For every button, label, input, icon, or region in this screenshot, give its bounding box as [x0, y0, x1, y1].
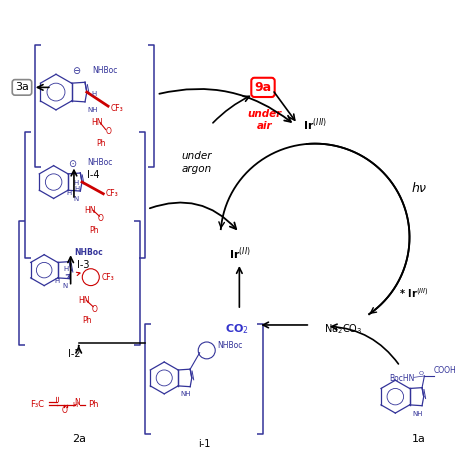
Text: NH: NH — [412, 411, 423, 417]
Text: O: O — [98, 214, 103, 223]
Text: 9a: 9a — [255, 81, 272, 94]
Text: H: H — [66, 190, 71, 196]
Text: $h\nu$: $h\nu$ — [410, 181, 427, 195]
Text: under
argon: under argon — [182, 151, 212, 174]
Text: HN: HN — [91, 118, 103, 127]
Text: CF₃: CF₃ — [106, 189, 118, 198]
Text: ⊖: ⊖ — [72, 66, 80, 77]
Text: I-3: I-3 — [77, 260, 90, 270]
Text: NH: NH — [87, 107, 98, 112]
Text: Ir$^{(III)}$: Ir$^{(III)}$ — [303, 117, 327, 133]
Text: N: N — [62, 283, 67, 290]
Text: Ph: Ph — [82, 316, 91, 325]
Text: HN: HN — [84, 206, 96, 215]
Text: I-2: I-2 — [68, 350, 80, 360]
Text: H: H — [64, 266, 69, 272]
Text: 2a: 2a — [72, 434, 86, 444]
Text: I-4: I-4 — [87, 170, 99, 180]
Text: * Ir$^{(III)}$: * Ir$^{(III)}$ — [400, 287, 429, 300]
Text: O: O — [419, 371, 423, 376]
Text: Na$_2$CO$_3$: Na$_2$CO$_3$ — [324, 322, 363, 336]
Text: NHBoc: NHBoc — [74, 248, 103, 257]
Text: BocHN: BocHN — [390, 374, 415, 383]
Text: i-1: i-1 — [198, 439, 210, 448]
Text: H: H — [72, 402, 78, 407]
Text: Ph: Ph — [88, 400, 99, 409]
Text: O: O — [91, 305, 97, 313]
Text: Ph: Ph — [89, 226, 99, 235]
Text: H: H — [73, 180, 78, 187]
Text: HN: HN — [78, 296, 90, 305]
Text: O: O — [62, 406, 67, 415]
Text: F₃C: F₃C — [30, 400, 45, 409]
Text: COOH: COOH — [434, 366, 456, 375]
Text: CO$_2$: CO$_2$ — [225, 322, 249, 336]
Text: CF₃: CF₃ — [110, 104, 123, 113]
Text: NHBoc: NHBoc — [87, 158, 113, 167]
Text: NH: NH — [180, 392, 191, 397]
Text: NHBoc: NHBoc — [92, 66, 118, 75]
Text: H: H — [74, 186, 80, 192]
Text: Ph: Ph — [96, 139, 106, 148]
Text: N: N — [74, 398, 80, 407]
Text: H: H — [54, 278, 59, 284]
Text: O: O — [106, 127, 111, 136]
Text: N: N — [73, 196, 78, 202]
Text: Ir$^{(II)}$: Ir$^{(II)}$ — [228, 245, 250, 262]
Text: CF₃: CF₃ — [101, 273, 114, 282]
Text: under
air: under air — [247, 109, 282, 132]
Text: ⊙: ⊙ — [69, 158, 77, 169]
Text: =: = — [53, 395, 62, 401]
Text: NHBoc: NHBoc — [217, 341, 243, 350]
Text: 1a: 1a — [412, 434, 426, 444]
Text: 3a: 3a — [15, 82, 29, 93]
Text: H: H — [91, 92, 97, 97]
